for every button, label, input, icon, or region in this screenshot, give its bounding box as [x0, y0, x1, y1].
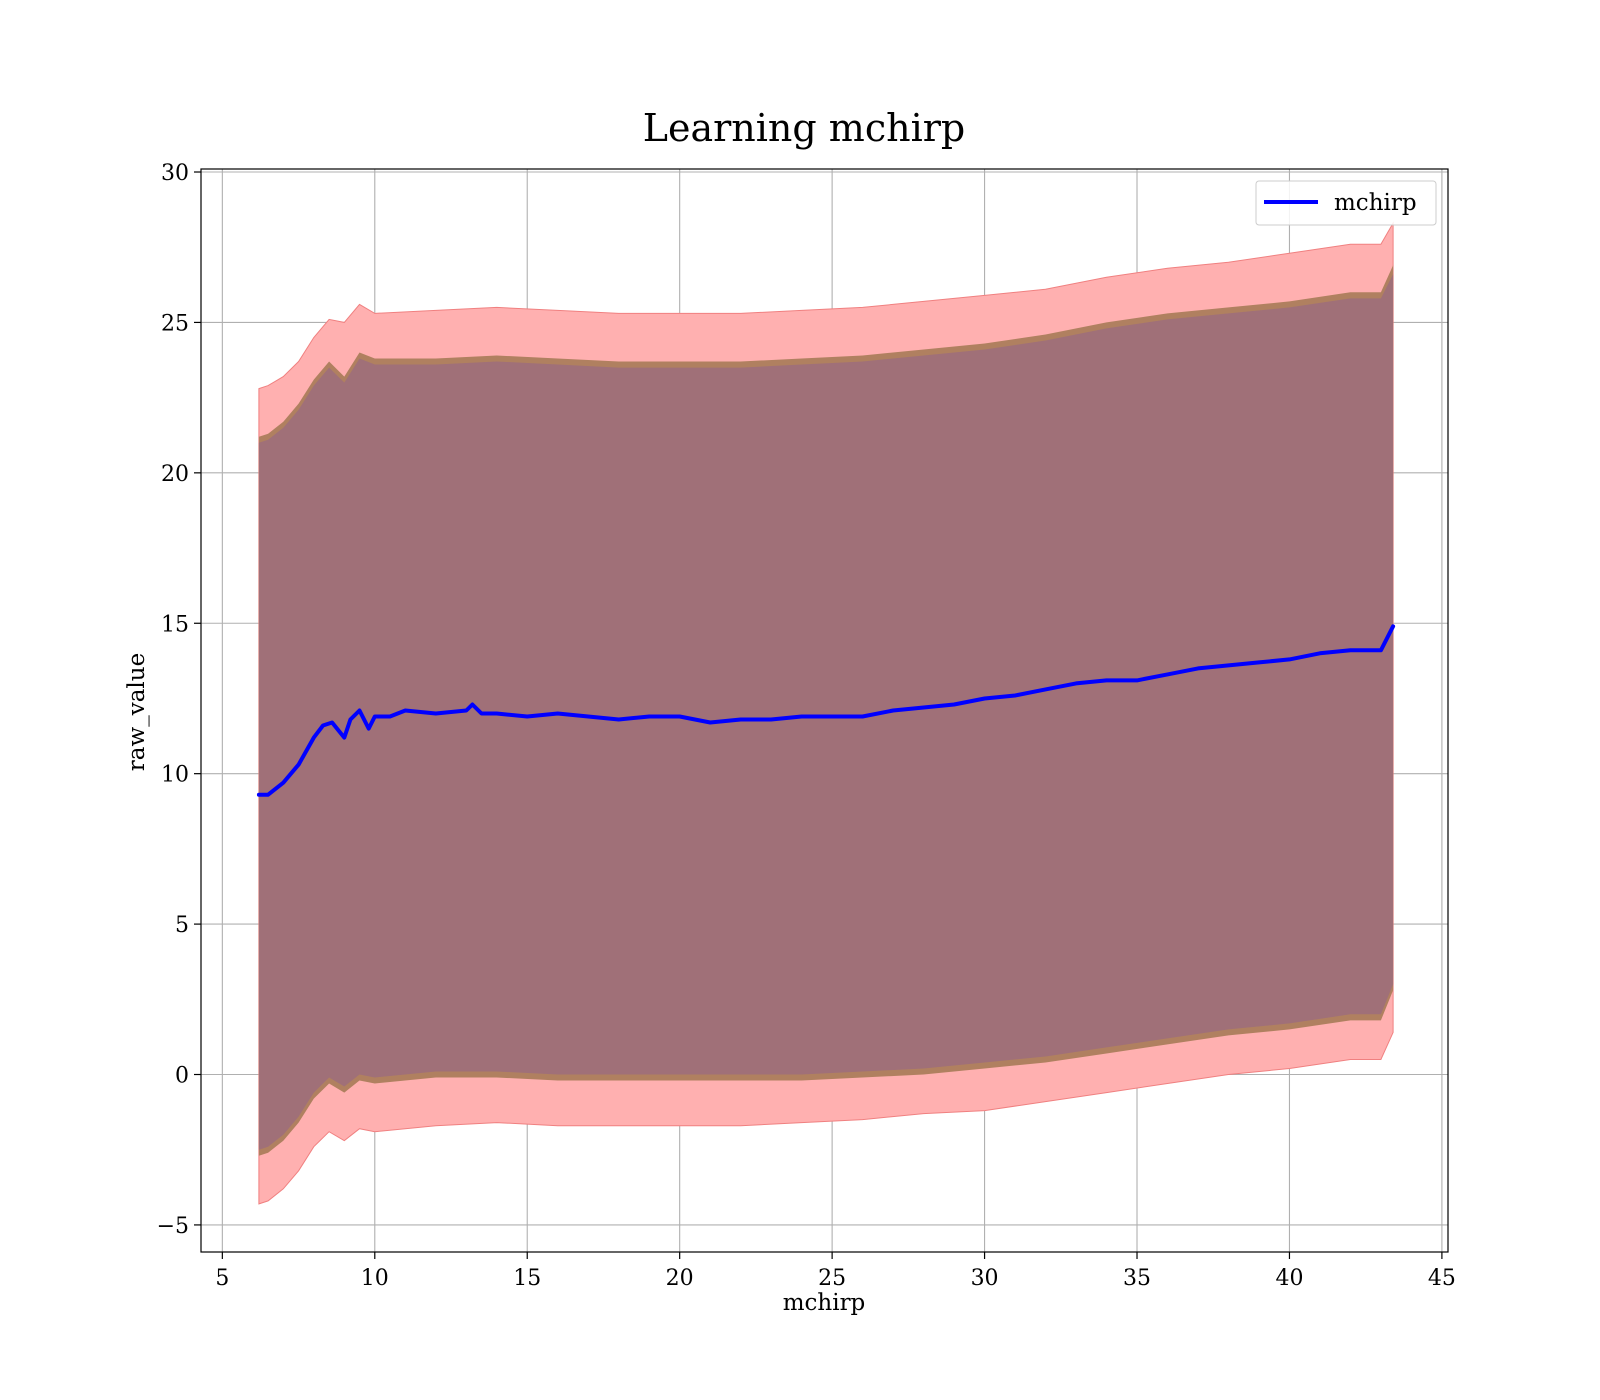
x-tick-label-0: 5	[215, 1266, 229, 1291]
x-tick-label-1: 10	[361, 1266, 389, 1291]
y-tick-label-5: 20	[161, 462, 189, 487]
x-tick-label-4: 25	[818, 1266, 846, 1291]
y-tick-label-6: 25	[161, 311, 189, 336]
plot-area	[200, 168, 1449, 1253]
y-axis-ticks: −5 0 5 10 15 20 25 30	[157, 161, 201, 1239]
x-tick-label-8: 45	[1428, 1266, 1456, 1291]
band-inner	[258, 274, 1394, 1150]
x-tick-label-2: 15	[513, 1266, 541, 1291]
chart-title: Learning mchirp	[643, 106, 965, 150]
x-tick-label-5: 30	[971, 1266, 999, 1291]
y-tick-label-1: 0	[175, 1064, 189, 1089]
x-axis-label: mchirp	[783, 1290, 866, 1316]
y-tick-label-4: 15	[161, 612, 189, 637]
legend-box	[1255, 180, 1437, 226]
y-tick-label-7: 30	[161, 161, 189, 186]
x-tick-label-3: 20	[666, 1266, 694, 1291]
y-tick-label-0: −5	[157, 1214, 189, 1239]
plot-frame	[200, 168, 1449, 1253]
x-tick-label-6: 35	[1123, 1266, 1151, 1291]
y-axis-label: raw_value	[124, 653, 150, 771]
y-tick-label-2: 5	[175, 913, 189, 938]
legend-label-mchirp: mchirp	[1334, 190, 1417, 216]
series-line-0	[256, 624, 1396, 797]
legend: mchirp	[1255, 180, 1437, 226]
x-tick-label-7: 40	[1275, 1266, 1303, 1291]
y-tick-label-3: 10	[161, 763, 189, 788]
x-axis-ticks: 5 10 15 20 25 30 35 40 45	[215, 1252, 1456, 1291]
series-lines	[256, 624, 1396, 797]
uncertainty-bands	[258, 221, 1394, 1205]
